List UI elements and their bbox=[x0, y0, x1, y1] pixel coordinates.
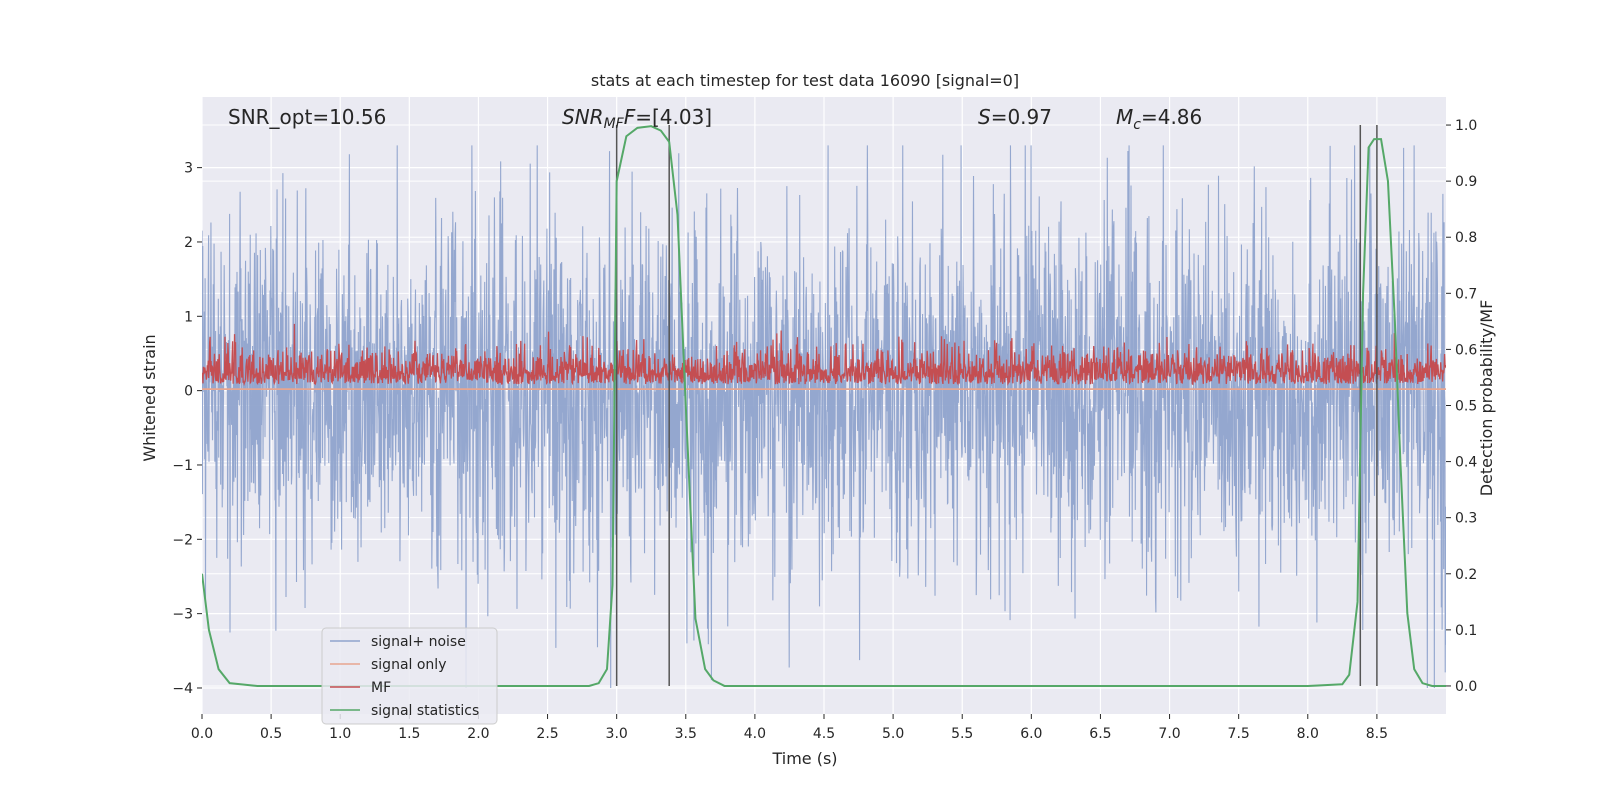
x-tick-label: 1.5 bbox=[398, 726, 420, 742]
x-tick-label: 2.5 bbox=[536, 726, 558, 742]
y-tick-label: 1 bbox=[184, 309, 193, 325]
x-tick-label: 0.0 bbox=[191, 726, 213, 742]
x-tick-label: 2.0 bbox=[467, 726, 489, 742]
y-tick-label-right: 0.0 bbox=[1455, 679, 1477, 695]
y-tick-label: −2 bbox=[172, 532, 193, 548]
y-tick-label: −3 bbox=[172, 607, 193, 623]
series-mf-line bbox=[202, 323, 1446, 387]
legend-label-signal-only: signal only bbox=[371, 657, 446, 673]
x-tick-label: 0.5 bbox=[260, 726, 282, 742]
y-tick-label-right: 0.4 bbox=[1455, 455, 1477, 471]
y-axis-label: Whitened strain bbox=[140, 334, 159, 461]
data-layer bbox=[202, 125, 1446, 688]
ticks: 0.0 0.5 1.0 1.5 2.0 2.5 3.0 3.5 4.0 4.5 5.0 5.5 6.0 6… bbox=[172, 118, 1477, 742]
x-tick-label: 7.5 bbox=[1228, 726, 1250, 742]
y-tick-label-right: 0.5 bbox=[1455, 399, 1477, 415]
chart-title: stats at each timestep for test data 160… bbox=[591, 71, 1019, 90]
x-tick-label: 3.0 bbox=[606, 726, 628, 742]
x-tick-label: 7.0 bbox=[1158, 726, 1180, 742]
legend-box bbox=[321, 627, 498, 725]
snr-opt-annotation: SNR_opt=10.56 bbox=[228, 105, 386, 129]
y-tick-label-right: 1.0 bbox=[1455, 118, 1477, 134]
y-tick-label-right: 0.2 bbox=[1455, 567, 1477, 583]
snr-mf-annotation: SNRMFF=[4.03] bbox=[562, 105, 712, 132]
x-tick-label: 3.5 bbox=[675, 726, 697, 742]
x-tick-label: 8.0 bbox=[1297, 726, 1319, 742]
mc-annotation: Mc=4.86 bbox=[1116, 105, 1202, 133]
series-signal-noise-line bbox=[202, 145, 1446, 688]
y-tick-label: 2 bbox=[184, 235, 193, 251]
series-signal-statistics-line bbox=[202, 125, 1446, 687]
x-tick-label: 1.0 bbox=[329, 726, 351, 742]
x-tick-label: 5.0 bbox=[882, 726, 904, 742]
y-tick-label: −1 bbox=[172, 458, 193, 474]
y-tick-label-right: 0.9 bbox=[1455, 174, 1477, 190]
y-tick-label-right: 0.7 bbox=[1455, 286, 1477, 302]
x-tick-label: 8.5 bbox=[1366, 726, 1388, 742]
legend-label-mf: MF bbox=[371, 680, 391, 696]
s-annotation: S=0.97 bbox=[978, 105, 1052, 129]
y-axis-label-right: Detection probability/MF bbox=[1477, 300, 1496, 497]
y-tick-label-right: 0.6 bbox=[1455, 342, 1477, 358]
x-axis-label: Time (s) bbox=[771, 749, 837, 768]
y-tick-label-right: 0.3 bbox=[1455, 511, 1477, 527]
legend: signal+ noise signal only MF signal stat… bbox=[321, 627, 498, 725]
legend-label-signal-statistics: signal statistics bbox=[371, 703, 479, 719]
legend-label-signal-noise: signal+ noise bbox=[371, 634, 466, 650]
x-tick-label: 6.5 bbox=[1089, 726, 1111, 742]
y-tick-label-right: 0.8 bbox=[1455, 230, 1477, 246]
y-tick-label: 3 bbox=[184, 161, 193, 177]
x-tick-label: 4.5 bbox=[813, 726, 835, 742]
y-tick-label: 0 bbox=[184, 384, 193, 400]
x-tick-label: 5.5 bbox=[951, 726, 973, 742]
y-tick-label: −4 bbox=[172, 681, 193, 697]
x-tick-label: 6.0 bbox=[1020, 726, 1042, 742]
y-tick-label-right: 0.1 bbox=[1455, 623, 1477, 639]
x-tick-label: 4.0 bbox=[744, 726, 766, 742]
